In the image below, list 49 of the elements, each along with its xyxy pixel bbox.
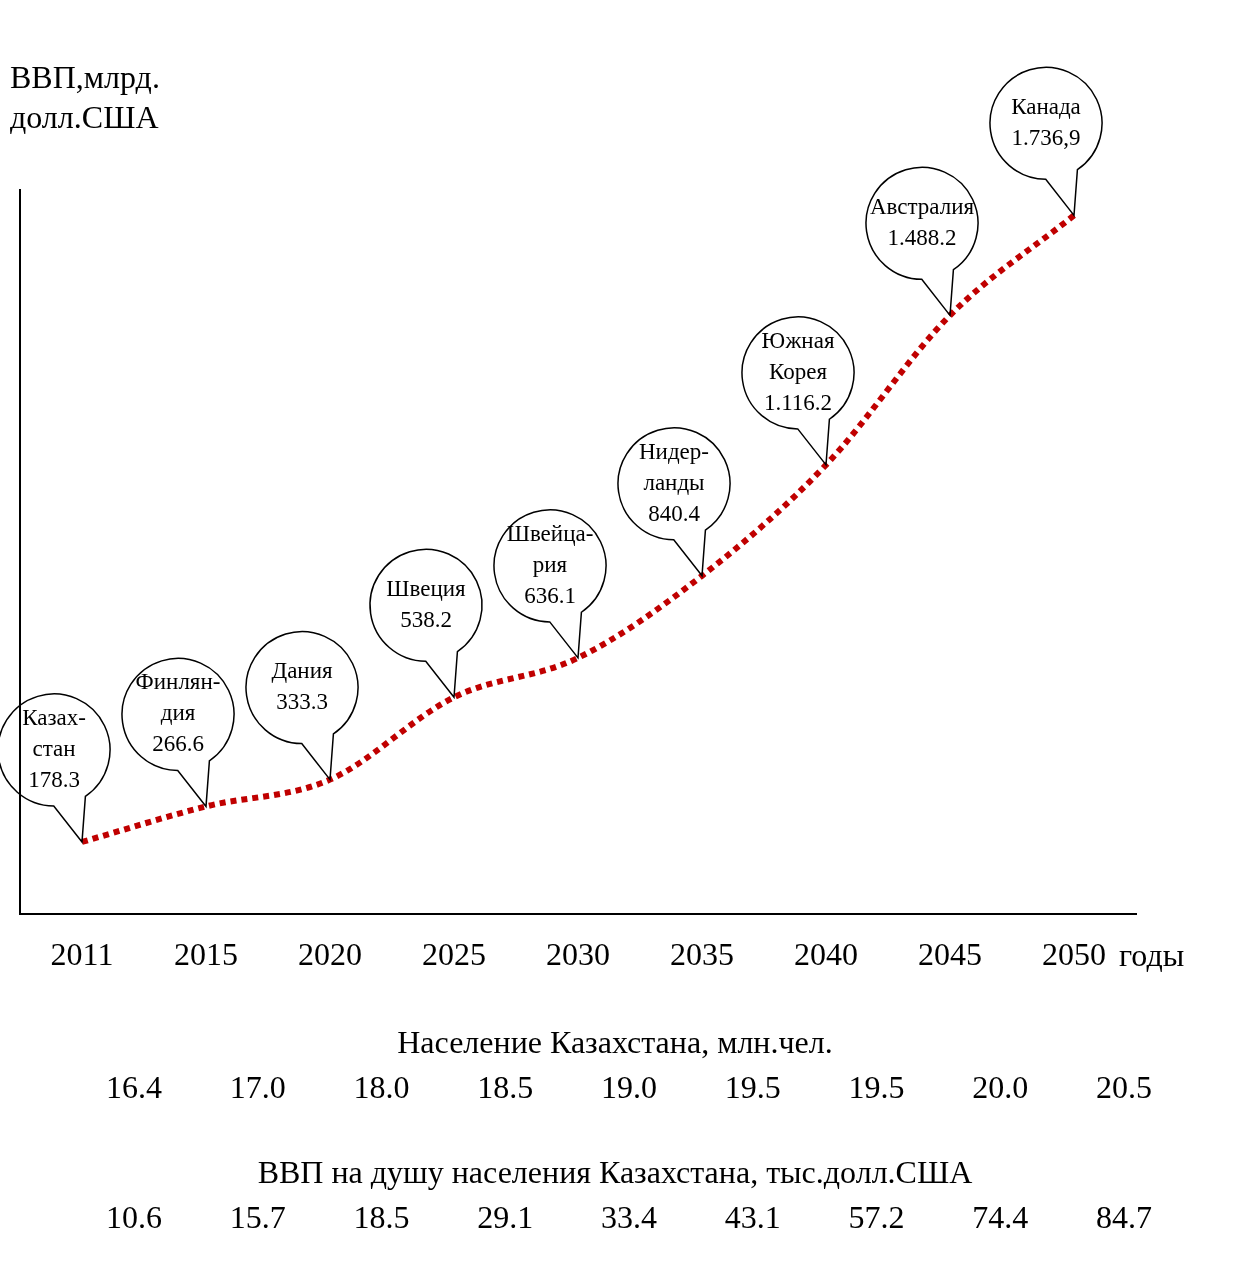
data-label: 19.5: [848, 1069, 905, 1106]
data-label: 1.736,9: [1011, 124, 1081, 150]
data-label: 1.488.2: [887, 224, 957, 250]
data-label: 20.5: [1096, 1069, 1153, 1106]
data-label: 57.2: [848, 1199, 905, 1236]
annotation: Дания: [271, 658, 333, 684]
x-tick-label: 2025: [422, 936, 486, 973]
data-label: 840.4: [648, 500, 701, 526]
data-label: 16.4: [105, 1069, 162, 1106]
annotation: Швейца- рия: [506, 520, 594, 577]
text: ВВП на душу населения Казахстана, тыс.долл.США: [257, 1154, 973, 1191]
x-axis-title: годы: [1119, 937, 1185, 974]
data-label: 20.0: [972, 1069, 1029, 1106]
x-tick-label: 2020: [298, 936, 362, 973]
data-label: 84.7: [1096, 1199, 1153, 1236]
data-label: 15.7: [229, 1199, 286, 1236]
data-label: 18.5: [353, 1199, 410, 1236]
data-label: 33.4: [601, 1199, 657, 1236]
x-tick-label: 2030: [546, 936, 610, 973]
x-tick-label: 2035: [670, 936, 734, 973]
annotation: Казах- стан: [22, 704, 86, 761]
annotation: Финлян- дия: [135, 669, 221, 726]
data-label: 19.5: [724, 1069, 781, 1106]
data-label: 74.4: [972, 1199, 1029, 1236]
x-tick-label: 2011: [50, 936, 114, 973]
x-tick-label: 2015: [174, 936, 238, 973]
data-label: 19.0: [601, 1069, 657, 1106]
x-tick-label: 2045: [918, 936, 982, 973]
text: Канада: [1011, 93, 1081, 119]
x-tick-label: 2050: [1042, 936, 1106, 973]
data-label: 10.6: [105, 1199, 162, 1236]
data-label: 43.1: [724, 1199, 781, 1236]
data-label: 266.6: [152, 731, 204, 757]
data-label: 636.1: [524, 582, 576, 608]
annotation: Южная Корея: [761, 327, 835, 384]
annotation: Нидер- ланды: [639, 438, 709, 495]
data-label: 17.0: [229, 1069, 286, 1106]
y-axis-title: ВВП,млрд. долл.США: [10, 59, 160, 136]
x-tick-label: 2040: [794, 936, 858, 973]
annotation: Австралия: [869, 193, 975, 219]
data-label: 1.116.2: [763, 389, 833, 415]
data-label: 178.3: [28, 766, 80, 792]
data-label: 18.0: [353, 1069, 410, 1106]
data-label: 29.1: [477, 1199, 534, 1236]
annotation: Швеция: [386, 575, 467, 601]
data-label: 333.3: [276, 689, 328, 715]
data-label: 18.5: [477, 1069, 534, 1106]
text: Население Казахстана, млн.чел.: [397, 1024, 833, 1061]
data-label: 538.2: [400, 606, 452, 632]
